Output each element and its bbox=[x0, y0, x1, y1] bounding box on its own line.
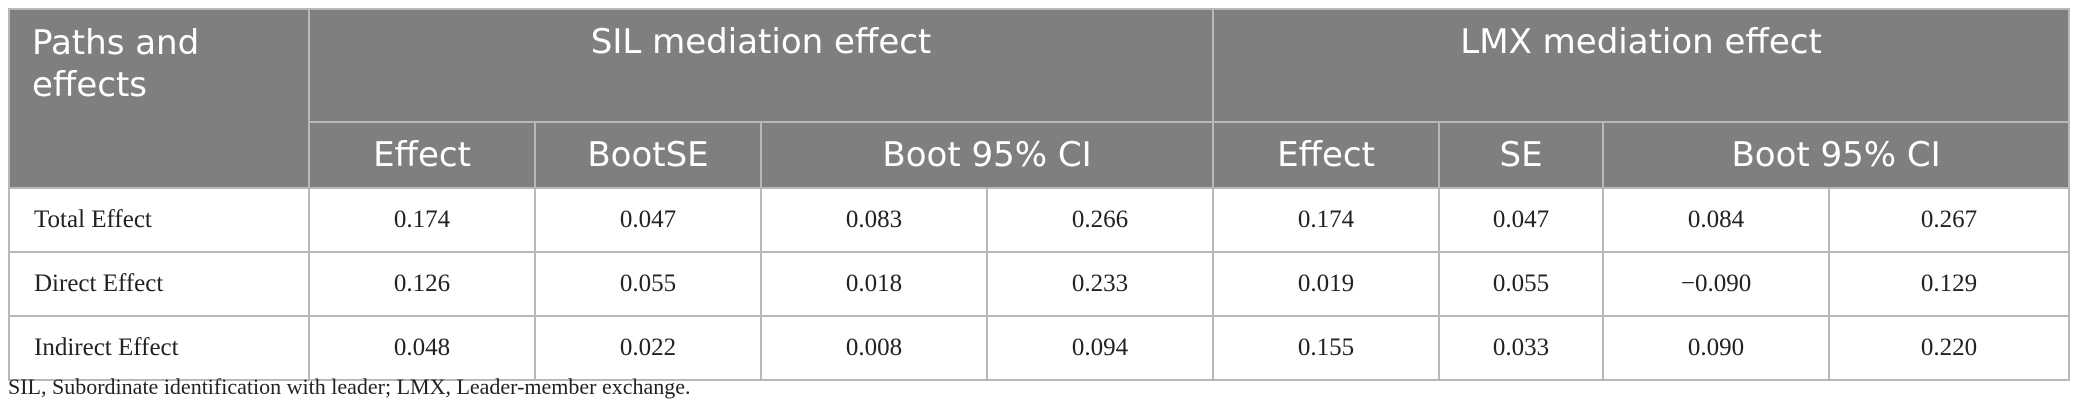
paths-and-effects-header: Paths and effects bbox=[8, 8, 310, 189]
table-row-direct-effect: Direct Effect 0.126 0.055 0.018 0.233 0.… bbox=[8, 251, 2071, 317]
table-cell: 0.267 bbox=[1828, 187, 2071, 253]
table-cell: −0.090 bbox=[1602, 251, 1831, 317]
table-row-indirect-effect: Indirect Effect 0.048 0.022 0.008 0.094 … bbox=[8, 315, 2071, 381]
table-cell: 0.008 bbox=[760, 315, 988, 381]
table-footnote: SIL, Subordinate identification with lea… bbox=[8, 374, 691, 399]
table-cell: 0.048 bbox=[308, 315, 536, 381]
table-cell: 0.090 bbox=[1602, 315, 1831, 381]
sil-bootse-header: BootSE bbox=[534, 121, 762, 189]
table-cell: 0.220 bbox=[1828, 315, 2071, 381]
lmx-boot-ci-header: Boot 95% CI bbox=[1602, 121, 2071, 189]
lmx-se-header: SE bbox=[1438, 121, 1605, 189]
table-cell: 0.019 bbox=[1212, 251, 1441, 317]
lmx-effect-header: Effect bbox=[1212, 121, 1441, 189]
table-cell: 0.055 bbox=[534, 251, 762, 317]
sil-effect-header: Effect bbox=[308, 121, 536, 189]
table-cell: 0.018 bbox=[760, 251, 988, 317]
table-cell: 0.174 bbox=[308, 187, 536, 253]
table-cell: 0.022 bbox=[534, 315, 762, 381]
table-cell: 0.047 bbox=[1438, 187, 1605, 253]
sil-mediation-header: SIL mediation effect bbox=[307, 8, 1215, 123]
lmx-mediation-header: LMX mediation effect bbox=[1212, 8, 2071, 123]
table-row-total-effect: Total Effect 0.174 0.047 0.083 0.266 0.1… bbox=[8, 187, 2071, 253]
row-label: Direct Effect bbox=[8, 251, 310, 317]
table-cell: 0.033 bbox=[1438, 315, 1605, 381]
table-cell: 0.126 bbox=[308, 251, 536, 317]
table-cell: 0.083 bbox=[760, 187, 988, 253]
sil-boot-ci-header: Boot 95% CI bbox=[759, 121, 1215, 189]
table-cell: 0.129 bbox=[1828, 251, 2071, 317]
table-cell: 0.174 bbox=[1212, 187, 1441, 253]
table-cell: 0.084 bbox=[1602, 187, 1831, 253]
table-cell: 0.266 bbox=[985, 187, 1215, 253]
mediation-table-container: Paths and effects SIL mediation effect L… bbox=[8, 8, 2071, 381]
row-label: Indirect Effect bbox=[8, 315, 310, 381]
table-cell: 0.094 bbox=[985, 315, 1215, 381]
row-label: Total Effect bbox=[8, 187, 310, 253]
table-cell: 0.047 bbox=[534, 187, 762, 253]
mediation-effects-table: Paths and effects SIL mediation effect L… bbox=[8, 8, 2071, 381]
table-cell: 0.233 bbox=[985, 251, 1215, 317]
table-cell: 0.155 bbox=[1212, 315, 1441, 381]
table-cell: 0.055 bbox=[1438, 251, 1605, 317]
